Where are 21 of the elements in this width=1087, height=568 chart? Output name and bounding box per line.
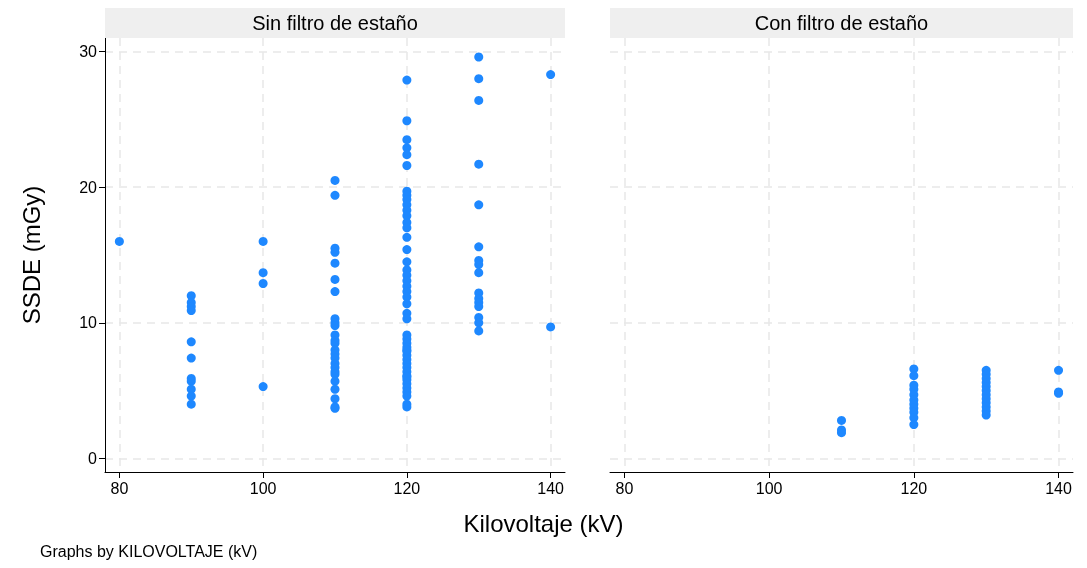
x-tick-label: 120 <box>393 479 421 497</box>
point <box>909 371 919 381</box>
x-tick-label: 100 <box>755 479 783 497</box>
point <box>909 420 919 430</box>
y-tick-label: 0 <box>88 449 98 467</box>
y-tick-label: 30 <box>79 43 98 61</box>
y-axis-title: SSDE (mGy) <box>17 185 45 325</box>
x-tick-label: 140 <box>1045 479 1072 497</box>
x-tick-label: 100 <box>249 479 277 497</box>
text: Graphs by KILOVOLTAJE (kV) <box>40 543 258 561</box>
chart-title: Con filtro de estaño <box>610 8 1073 38</box>
chart-title: Sin filtro de estaño <box>105 8 565 38</box>
y-tick-label: 10 <box>79 314 98 332</box>
x-tick-label: 140 <box>537 479 565 497</box>
x-tick-label: 120 <box>900 479 928 497</box>
point <box>837 415 846 425</box>
point <box>1054 365 1064 375</box>
x-tick-label: 80 <box>615 479 634 497</box>
x-axis-title: Kilovoltaje (kV) <box>462 510 625 538</box>
x-tick-label: 80 <box>110 479 129 497</box>
y-tick-label: 20 <box>79 178 98 196</box>
